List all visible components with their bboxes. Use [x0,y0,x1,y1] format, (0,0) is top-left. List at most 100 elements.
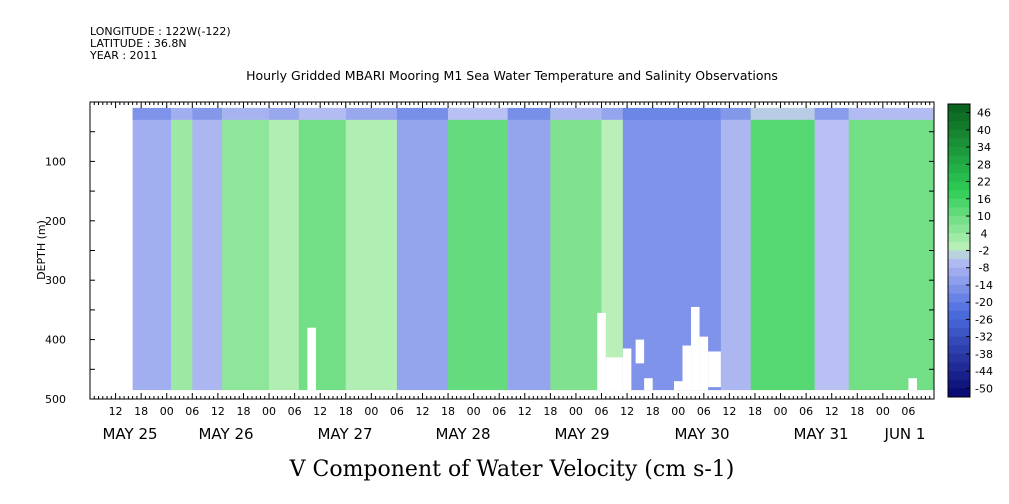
x-hour-label-20: 12 [620,405,634,418]
colorbar-label-5: 16 [977,193,991,206]
x-hour-label-31: 06 [901,405,915,418]
heatmap-cell-band-14 [750,107,816,391]
colorbar-swatch-3 [948,129,970,139]
colorbar-label-7: 4 [981,227,988,240]
x-hour-label-14: 00 [467,405,481,418]
heatmap-cell-surface-15 [814,107,850,120]
heatmap-cell-band-6 [345,107,398,391]
colorbar-swatch-24 [948,310,970,320]
colorbar: 46 40 34 28 22 16 10 4 -2 -8 -14 -20 -26 -32 -38 -44 -50 [947,103,993,398]
x-hour-label-29: 18 [850,405,864,418]
heatmap-cell-band-3 [222,107,270,391]
heatmap-cell-band-16 [848,107,935,391]
x-hour-label-25: 18 [748,405,762,418]
x-hour-label-1: 18 [134,405,148,418]
missing-data-block-6 [673,381,683,391]
x-hour-label-7: 06 [288,405,302,418]
latitude-label: LATITUDE : 36.8N [90,37,187,50]
year-label: YEAR : 2011 [89,49,158,62]
x-hour-label-23: 06 [697,405,711,418]
x-hour-label-24: 12 [722,405,736,418]
x-hour-label-26: 00 [774,405,788,418]
x-hour-label-2: 00 [160,405,174,418]
x-hour-label-13: 18 [441,405,455,418]
x-hour-label-21: 18 [646,405,660,418]
heatmap-cell-band-4 [269,107,300,391]
colorbar-label-8: -2 [979,245,990,258]
colorbar-label-3: 28 [977,158,991,171]
heatmap-cell-surface-1 [170,107,193,120]
colorbar-label-4: 22 [977,176,991,189]
missing-data-block-0 [307,327,316,391]
colorbar-swatch-17 [948,250,970,260]
colorbar-swatch-12 [948,207,970,217]
colorbar-label-14: -38 [975,348,993,361]
x-hour-label-5: 18 [236,405,250,418]
heatmap-cell-band-9 [507,107,551,391]
x-date-label-0: MAY 25 [102,425,157,443]
heatmap-cell-band-15 [814,107,850,391]
x-hour-label-27: 06 [799,405,813,418]
missing-data-block-10 [708,351,721,388]
missing-data-block-5 [644,378,653,391]
x-date-label-5: MAY 30 [674,425,729,443]
missing-data-block-4 [635,339,645,364]
y-axis: 100 200 300 400 500 [45,131,934,406]
colorbar-swatch-32 [948,379,970,389]
colorbar-swatch-16 [948,241,970,251]
y-tick-label-300: 300 [45,274,66,287]
heatmap-cell-surface-8 [448,107,509,120]
heatmap-cell-surface-16 [848,107,935,120]
missing-data-block-9 [699,336,709,391]
colorbar-swatch-14 [948,224,970,234]
colorbar-label-9: -8 [979,262,990,275]
colorbar-swatch-10 [948,190,970,200]
colorbar-label-0: 46 [977,107,991,120]
heatmap-cell-surface-12 [622,107,722,120]
colorbar-swatch-2 [948,121,970,131]
heatmap-cell-band-2 [192,107,223,391]
colorbar-swatch-11 [948,198,970,208]
heatmap-cell-band-8 [448,107,509,391]
y-tick-label-400: 400 [45,334,66,347]
x-hour-label-3: 06 [185,405,199,418]
x-hour-label-10: 00 [364,405,378,418]
x-date-label-7: JUN 1 [884,425,926,443]
colorbar-label-13: -32 [975,331,993,344]
colorbar-swatch-31 [948,371,970,381]
x-hour-label-15: 06 [492,405,506,418]
heatmap-cell-surface-2 [192,107,223,120]
colorbar-swatch-26 [948,328,970,338]
colorbar-swatch-30 [948,362,970,372]
x-axis: 12 18 00 06 12 18 00 06 12 18 00 06 12 18 00 06 12 18 00 06… [89,102,935,443]
colorbar-swatch-19 [948,267,970,277]
heatmap-cell-band-5 [298,107,347,391]
colorbar-swatch-15 [948,233,970,243]
colorbar-swatch-13 [948,216,970,226]
heatmap-cells [132,107,935,391]
heatmap-cell-surface-14 [750,107,816,120]
heatmap-cell-surface-9 [507,107,551,120]
colorbar-swatch-7 [948,164,970,174]
x-hour-label-28: 12 [825,405,839,418]
x-hour-label-4: 12 [211,405,225,418]
missing-data-block-7 [682,345,692,391]
missing-data-block-1 [597,312,606,391]
colorbar-swatch-18 [948,259,970,269]
x-axis-title: V Component of Water Velocity (cm s-1) [289,457,735,482]
colorbar-swatch-27 [948,336,970,346]
colorbar-swatch-8 [948,172,970,182]
missing-data [307,306,917,391]
heatmap-cell-band-0 [132,107,172,391]
y-axis-title: DEPTH (m) [35,220,48,280]
heatmap-cell-surface-0 [132,107,172,120]
chart-title: Hourly Gridded MBARI Mooring M1 Sea Wate… [246,68,778,83]
longitude-label: LONGITUDE : 122W(-122) [90,25,231,38]
colorbar-swatch-23 [948,302,970,312]
heatmap-cell-band-1 [170,107,193,391]
heatmap-cell-surface-11 [601,107,624,120]
x-hour-label-22: 00 [671,405,685,418]
x-hour-label-0: 12 [109,405,123,418]
x-date-label-3: MAY 28 [435,425,490,443]
colorbar-swatch-28 [948,345,970,355]
